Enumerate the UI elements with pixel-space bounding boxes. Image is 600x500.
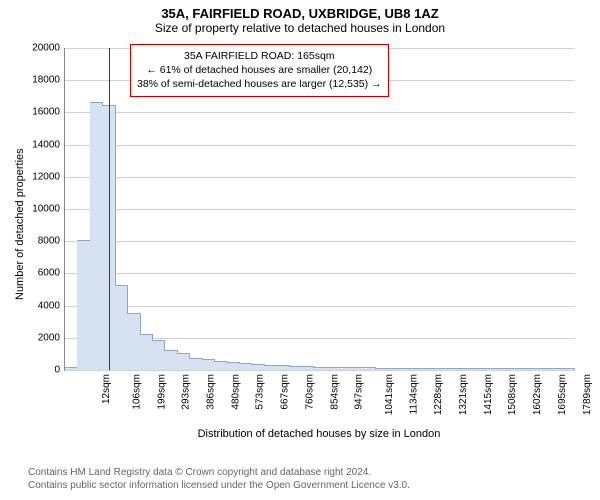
y-tick-label: 0 (0, 365, 60, 376)
gridline (65, 177, 575, 178)
histogram-bar (152, 340, 165, 370)
histogram-bar (239, 363, 252, 370)
y-tick-label: 20000 (0, 43, 60, 54)
histogram-bar (177, 353, 190, 370)
histogram-bar (289, 366, 302, 370)
histogram-bar (363, 367, 376, 370)
annotation-box: 35A FAIRFIELD ROAD: 165sqm ← 61% of deta… (130, 44, 389, 97)
histogram-bar (388, 368, 401, 370)
y-tick-label: 14000 (0, 139, 60, 150)
histogram-bar (65, 367, 78, 370)
x-tick-label: 1602sqm (532, 374, 543, 415)
annotation-line-2: ← 61% of detached houses are smaller (20… (137, 63, 382, 77)
x-tick-label: 480sqm (230, 374, 241, 410)
histogram-bar (537, 368, 550, 370)
histogram-bar (549, 368, 562, 370)
histogram-bar (475, 368, 488, 370)
histogram-bar (462, 368, 475, 370)
gridline (65, 112, 575, 113)
histogram-bar (251, 364, 264, 370)
histogram-bar (77, 240, 90, 370)
x-tick-label: 1228sqm (434, 374, 445, 415)
histogram-bar (450, 368, 463, 370)
x-tick-label: 106sqm (132, 374, 143, 410)
x-tick-label: 667sqm (280, 374, 291, 410)
x-tick-label: 1695sqm (557, 374, 568, 415)
y-tick-label: 8000 (0, 236, 60, 247)
y-tick-label: 6000 (0, 268, 60, 279)
histogram-bar (140, 334, 153, 370)
x-tick-label: 199sqm (156, 374, 167, 410)
y-tick-label: 4000 (0, 300, 60, 311)
y-tick-label: 2000 (0, 332, 60, 343)
histogram-bar (189, 358, 202, 370)
histogram-bar (400, 368, 413, 370)
y-tick-label: 10000 (0, 204, 60, 215)
histogram-bar (214, 361, 227, 370)
x-tick-label: 854sqm (329, 374, 340, 410)
x-tick-label: 947sqm (354, 374, 365, 410)
x-tick-label: 1321sqm (458, 374, 469, 415)
histogram-bar (326, 367, 339, 370)
histogram-bar (525, 368, 538, 370)
footer-line-1: Contains HM Land Registry data © Crown c… (28, 466, 410, 479)
x-tick-label: 760sqm (304, 374, 315, 410)
histogram-bar (313, 367, 326, 370)
x-tick-label: 573sqm (255, 374, 266, 410)
histogram-bar (438, 368, 451, 370)
footer-attribution: Contains HM Land Registry data © Crown c… (28, 466, 410, 492)
histogram-bar (127, 313, 140, 370)
x-tick-label: 1041sqm (384, 374, 395, 415)
property-marker-line (109, 48, 110, 370)
histogram-bar (562, 368, 575, 370)
annotation-line-1: 35A FAIRFIELD ROAD: 165sqm (137, 49, 382, 63)
gridline (65, 241, 575, 242)
y-tick-label: 16000 (0, 107, 60, 118)
gridline (65, 209, 575, 210)
histogram-bar (164, 350, 177, 370)
y-tick-label: 12000 (0, 171, 60, 182)
histogram-bar (338, 367, 351, 370)
histogram-bar (276, 365, 289, 370)
x-tick-label: 1789sqm (582, 374, 593, 415)
gridline (65, 273, 575, 274)
page: { "header": { "address": "35A, FAIRFIELD… (0, 0, 600, 500)
histogram-bar (115, 285, 128, 370)
y-tick-label: 18000 (0, 75, 60, 86)
footer-line-2: Contains public sector information licen… (28, 479, 410, 492)
gridline (65, 306, 575, 307)
histogram-bar (351, 367, 364, 370)
x-tick-label: 12sqm (101, 374, 112, 404)
histogram-bar (512, 368, 525, 370)
histogram-bar (500, 368, 513, 370)
gridline (65, 370, 575, 371)
x-tick-label: 1508sqm (508, 374, 519, 415)
histogram-bar (301, 366, 314, 370)
histogram-bar (226, 362, 239, 370)
histogram-bar (202, 359, 215, 370)
x-tick-label: 293sqm (181, 374, 192, 410)
histogram-bar (90, 102, 103, 370)
histogram-bar (413, 368, 426, 370)
x-tick-label: 386sqm (206, 374, 217, 410)
histogram-bar (425, 368, 438, 370)
x-tick-label: 1134sqm (408, 374, 419, 414)
x-tick-label: 1415sqm (483, 374, 494, 415)
gridline (65, 145, 575, 146)
x-axis-label: Distribution of detached houses by size … (64, 428, 574, 440)
histogram-bar (375, 368, 388, 370)
histogram-bar (264, 365, 277, 370)
histogram-bar (487, 368, 500, 370)
annotation-line-3: 38% of semi-detached houses are larger (… (137, 77, 382, 91)
